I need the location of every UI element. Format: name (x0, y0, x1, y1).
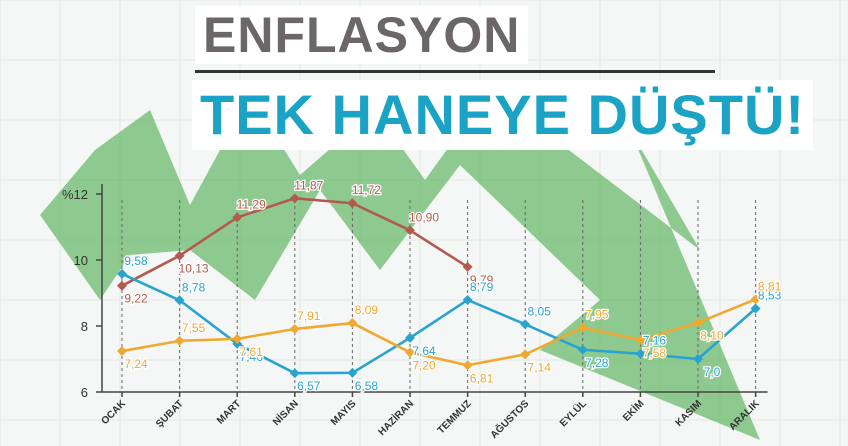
x-tick-label: ŞUBAT (154, 398, 186, 430)
series-point (462, 261, 473, 272)
series-point (693, 317, 703, 328)
series-point (405, 347, 415, 358)
series-point (174, 295, 185, 306)
data-label: 7,14 (528, 360, 552, 374)
data-label: 7,64 (412, 344, 436, 358)
x-tick-label: MART (215, 398, 243, 426)
data-label: 7,16 (643, 334, 667, 348)
series-point (750, 303, 761, 314)
data-label: 9,79 (470, 273, 494, 287)
series-point (520, 349, 531, 360)
green-zigzag-arrow (40, 90, 760, 440)
series-point (693, 354, 703, 364)
series-point (577, 344, 588, 355)
series-point (405, 332, 415, 343)
series-point (232, 212, 243, 223)
data-label: 7,61 (240, 345, 264, 359)
data-label: 7,28 (585, 356, 609, 370)
series-point (635, 334, 646, 345)
series-point (289, 193, 300, 204)
series-point (289, 324, 300, 334)
series-line (121, 298, 757, 367)
y-tick-label: %12 (62, 187, 88, 202)
data-label: 11,87 (294, 178, 323, 192)
series-point (117, 280, 127, 291)
data-label: 6,57 (297, 379, 321, 393)
data-label: 8,05 (528, 304, 552, 318)
data-label: 7,95 (585, 308, 609, 322)
series-point (232, 333, 243, 344)
data-label: 7,46 (240, 350, 264, 364)
series-point (174, 250, 185, 261)
data-label: 9,22 (124, 292, 148, 306)
series-point (117, 346, 127, 357)
data-label: 7,0 (704, 365, 721, 379)
data-label: 11,29 (237, 197, 266, 211)
series-point (635, 348, 646, 359)
series-point (577, 322, 588, 333)
y-tick-label: 10 (74, 253, 88, 268)
data-label: 10,13 (179, 262, 209, 276)
data-label: 7,20 (412, 358, 436, 372)
x-tick-label: EYLÜL (557, 397, 589, 429)
data-label: 8,09 (355, 303, 379, 317)
data-label: 8,53 (758, 289, 782, 303)
data-label: 7,58 (643, 346, 667, 360)
data-label: 8,81 (758, 279, 782, 293)
headline-line2: TEK HANEYE DÜŞTÜ! (192, 80, 814, 150)
x-tick-label: MAYIS (329, 398, 359, 428)
data-label: 8,78 (182, 280, 206, 294)
data-label: 8,10 (700, 329, 724, 343)
series-point (405, 225, 415, 236)
series-point (750, 294, 761, 305)
data-label: 7,55 (182, 321, 206, 335)
x-tick-label: TEMMUZ (436, 398, 474, 436)
series-point (174, 335, 185, 346)
series-point (520, 319, 531, 330)
y-tick-label: 8 (81, 319, 88, 334)
headline-line1: ENFLASYON (195, 6, 529, 64)
series-point (462, 360, 473, 371)
data-label: 10,90 (409, 210, 439, 224)
data-label: 9,58 (124, 254, 148, 268)
data-label: 11,72 (352, 183, 381, 197)
series-point (462, 294, 473, 305)
y-tick-label: 6 (81, 385, 88, 400)
x-tick-label: NİSAN (270, 397, 301, 428)
series-point (232, 338, 243, 349)
series-point (347, 318, 358, 328)
data-label: 6,58 (355, 379, 379, 393)
data-label: 7,24 (124, 357, 148, 371)
title-divider (195, 70, 715, 73)
x-tick-label: HAZİRAN (375, 397, 416, 438)
series-point (347, 367, 358, 378)
data-label: 8,79 (470, 280, 494, 294)
x-tick-label: OCAK (100, 398, 129, 427)
series-point (289, 368, 300, 379)
label-layer: 9,22 10,13 11,29 11,87 11,72 10,90 9,79 9,58 8,7… (123, 177, 783, 394)
series-line (121, 272, 757, 375)
data-label: 7,91 (297, 309, 321, 323)
x-tick-label: AĞUSTOS (487, 397, 531, 441)
series-point (347, 198, 358, 209)
data-label: 6,81 (470, 371, 494, 385)
